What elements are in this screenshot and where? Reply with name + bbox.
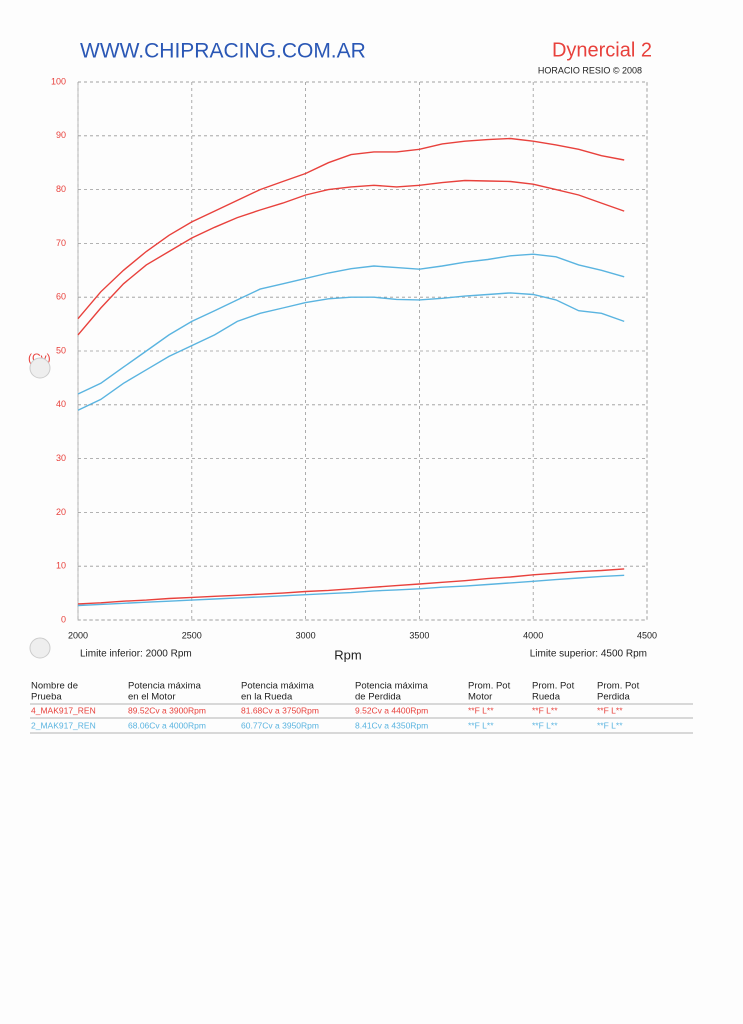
credit: HORACIO RESIO © 2008 [538,65,642,75]
site-title: WWW.CHIPRACING.COM.AR [80,40,366,63]
table-header: en la Rueda [241,692,293,703]
power-curve [77,568,625,605]
x-axis-label: Rpm [334,647,361,662]
table-cell: 89.52Cv a 3900Rpm [128,705,206,715]
table-cell: **F L** [532,705,558,715]
table-header: Prueba [31,692,62,703]
table-cell: **F L** [468,705,494,715]
table-header: Prom. Pot [597,681,640,692]
power-curve [77,137,625,320]
lower-limit: Limite inferior: 2000 Rpm [80,649,192,660]
x-tick-label: 3500 [409,630,429,640]
table-cell: 4_MAK917_REN [31,705,96,715]
table-cell: 60.77Cv a 3950Rpm [241,720,319,730]
table-header: Potencia máxima [355,681,429,692]
y-tick-label: 10 [56,561,66,571]
y-tick-label: 60 [56,292,66,302]
table-header: en el Motor [128,692,176,703]
x-tick-label: 3000 [296,630,316,640]
table-cell: 81.68Cv a 3750Rpm [241,705,319,715]
table-cell: 8.41Cv a 4350Rpm [355,720,428,730]
upper-limit: Limite superior: 4500 Rpm [530,649,647,660]
table-cell: **F L** [532,720,558,730]
y-tick-label: 70 [56,238,66,248]
table-header: Rueda [532,692,561,703]
y-tick-label: 80 [56,184,66,194]
power-curve [77,179,625,336]
x-tick-label: 2000 [68,630,88,640]
table-cell: 68.06Cv a 4000Rpm [128,720,206,730]
table-header: Prom. Pot [532,681,575,692]
y-tick-label: 0 [61,614,66,624]
table-cell: **F L** [597,705,623,715]
table-header: Prom. Pot [468,681,511,692]
punch-hole [29,357,51,379]
x-tick-label: 4000 [523,630,543,640]
y-tick-label: 30 [56,453,66,463]
y-tick-label: 40 [56,399,66,409]
table-header: Potencia máxima [128,681,202,692]
table-header: de Perdida [355,692,402,703]
punch-hole [29,637,51,659]
y-tick-label: 20 [56,507,66,517]
power-curve [77,253,625,395]
table-cell: **F L** [597,720,623,730]
x-tick-label: 4500 [637,630,657,640]
table-header: Nombre de [31,681,78,692]
x-tick-label: 2500 [182,630,202,640]
y-tick-label: 50 [56,345,66,355]
table-header: Potencia máxima [241,681,315,692]
table-cell: 2_MAK917_REN [31,720,96,730]
table-header: Motor [468,692,492,703]
power-curve [77,292,625,411]
table-header: Perdida [597,692,630,703]
brand: Dynercial 2 [552,39,652,61]
power-curve [77,574,625,607]
y-tick-label: 90 [56,130,66,140]
y-tick-label: 100 [51,76,66,86]
table-cell: 9.52Cv a 4400Rpm [355,705,428,715]
table-cell: **F L** [468,720,494,730]
